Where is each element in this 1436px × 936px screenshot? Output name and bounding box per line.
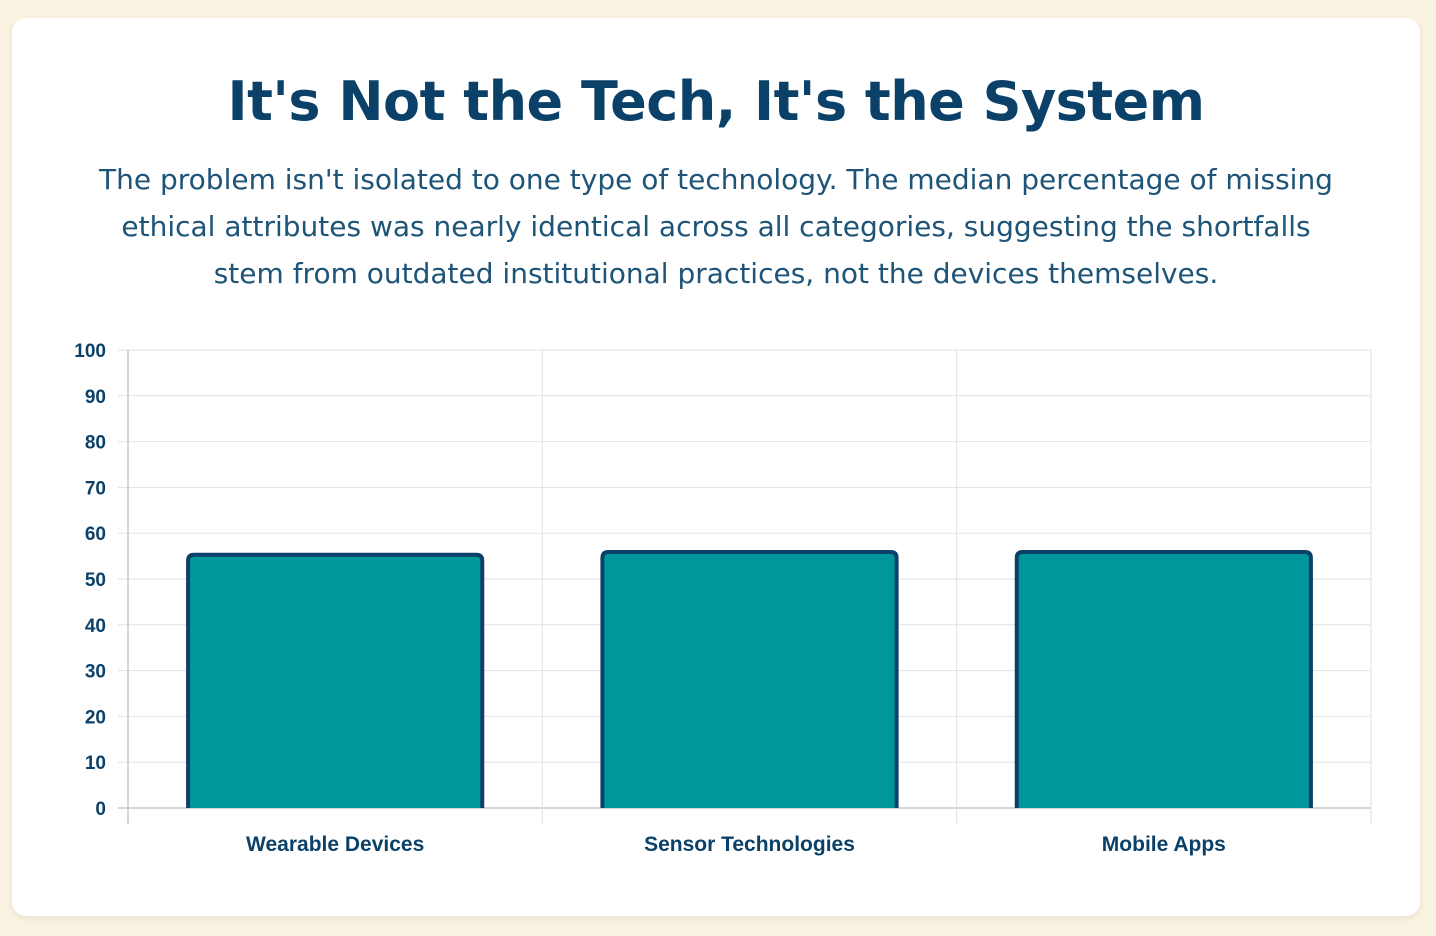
- y-tick-label: 100: [74, 341, 106, 362]
- y-tick-label: 80: [85, 433, 106, 454]
- chart-subtitle: The problem isn't isolated to one type o…: [99, 163, 1333, 290]
- y-tick-label: 90: [85, 387, 106, 408]
- x-tick-label: Mobile Apps: [1102, 833, 1226, 856]
- x-tick-label: Wearable Devices: [246, 833, 424, 856]
- y-tick-label: 60: [85, 524, 106, 545]
- y-tick-label: 40: [85, 616, 106, 637]
- y-tick-label: 50: [85, 570, 106, 591]
- chart-card: It's Not the Tech, It's the System The p…: [12, 18, 1420, 916]
- bar: [186, 552, 485, 808]
- y-tick-label: 20: [85, 707, 106, 728]
- y-tick-label: 10: [85, 753, 106, 774]
- bar: [1014, 549, 1313, 808]
- bar: [600, 549, 899, 808]
- x-tick-label: Sensor Technologies: [644, 833, 855, 856]
- y-tick-label: 30: [85, 662, 106, 683]
- y-tick-label: 0: [95, 799, 106, 820]
- y-tick-label: 70: [85, 478, 106, 499]
- bar-chart: 0 10 20 30 40 50 60 70 80 90 100 Wearable Devices Se…: [74, 341, 1372, 856]
- chart-title: It's Not the Tech, It's the System: [227, 70, 1205, 133]
